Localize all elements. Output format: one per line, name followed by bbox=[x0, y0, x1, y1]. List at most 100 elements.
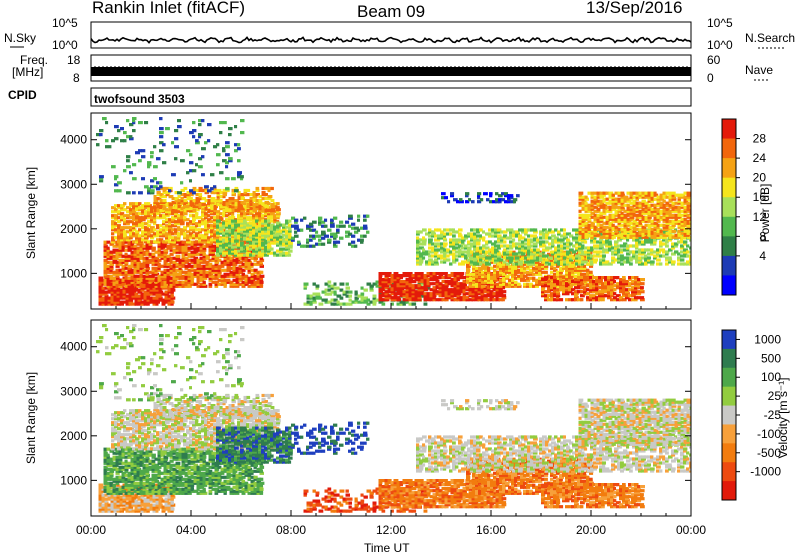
heatmap-cell bbox=[229, 280, 234, 284]
heatmap-cell bbox=[592, 288, 597, 292]
heatmap-cell bbox=[491, 246, 496, 250]
heatmap-cell bbox=[128, 294, 134, 298]
heatmap-cell bbox=[523, 274, 528, 278]
heatmap-cell bbox=[469, 254, 473, 258]
heatmap-cell bbox=[631, 294, 636, 298]
heatmap-cell bbox=[526, 264, 530, 268]
heatmap-cell bbox=[360, 296, 366, 300]
heatmap-cell bbox=[431, 232, 436, 236]
heatmap-cell bbox=[625, 284, 629, 288]
heatmap-cell bbox=[115, 248, 121, 252]
heatmap-cell bbox=[150, 208, 153, 212]
heatmap-cell bbox=[453, 286, 458, 290]
heatmap-cell bbox=[231, 233, 235, 237]
heatmap-cell bbox=[420, 294, 426, 298]
heatmap-cell bbox=[231, 237, 235, 241]
heatmap-cell bbox=[154, 280, 160, 284]
heatmap-cell bbox=[249, 243, 254, 247]
heatmap-cell bbox=[165, 236, 170, 240]
heatmap-cell bbox=[273, 235, 277, 239]
heatmap-cell bbox=[246, 218, 250, 222]
heatmap-cell bbox=[132, 224, 136, 228]
heatmap-cell bbox=[372, 302, 377, 306]
heatmap-cell bbox=[145, 276, 150, 280]
heatmap-cell bbox=[583, 292, 588, 296]
heatmap-cell bbox=[393, 288, 397, 292]
heatmap-cell bbox=[187, 282, 192, 286]
heatmap-cell bbox=[483, 294, 488, 298]
heatmap-cell bbox=[535, 264, 540, 268]
heatmap-cell bbox=[174, 214, 179, 218]
heatmap-cell bbox=[189, 193, 194, 197]
heatmap-cell bbox=[132, 226, 136, 230]
heatmap-cell bbox=[252, 203, 256, 207]
heatmap-cell bbox=[469, 276, 473, 280]
heatmap-cell bbox=[150, 228, 154, 232]
heatmap-cell bbox=[172, 278, 178, 282]
heatmap-cell bbox=[470, 236, 474, 240]
heatmap-cell bbox=[583, 268, 588, 272]
heatmap-cell bbox=[514, 272, 518, 276]
heatmap-cell bbox=[480, 292, 485, 296]
heatmap-cell bbox=[175, 240, 180, 244]
heatmap-cell bbox=[414, 298, 418, 302]
heatmap-cell bbox=[473, 240, 478, 244]
heatmap-cell bbox=[408, 288, 412, 292]
heatmap-cell bbox=[565, 284, 570, 288]
heatmap-cell bbox=[198, 205, 203, 209]
heatmap-cell bbox=[258, 209, 264, 213]
heatmap-cell bbox=[181, 246, 186, 250]
heatmap-cell bbox=[195, 228, 200, 232]
heatmap-cell bbox=[511, 276, 515, 280]
heatmap-cell bbox=[486, 292, 492, 296]
heatmap-cell bbox=[148, 282, 153, 286]
heatmap-cell bbox=[605, 240, 609, 244]
heatmap-cell bbox=[494, 254, 499, 258]
heatmap-cell bbox=[559, 268, 564, 272]
heatmap-cell bbox=[512, 234, 516, 238]
heatmap-cell bbox=[171, 220, 176, 224]
heatmap-cell bbox=[568, 268, 573, 272]
heatmap-cell bbox=[238, 268, 243, 272]
heatmap-cell bbox=[417, 280, 422, 284]
nave-right-tick-bottom: 0 bbox=[707, 71, 714, 85]
heatmap-cell bbox=[583, 258, 587, 262]
heatmap-cell bbox=[479, 258, 483, 262]
heatmap-cell bbox=[509, 232, 513, 236]
heatmap-cell bbox=[216, 253, 221, 257]
freq-band bbox=[91, 67, 691, 76]
heatmap-cell bbox=[204, 199, 208, 203]
heatmap-cell bbox=[452, 254, 456, 258]
heatmap-cell bbox=[184, 278, 190, 282]
heatmap-cell bbox=[571, 270, 576, 274]
heatmap-cell bbox=[219, 195, 224, 199]
heatmap-cell bbox=[198, 216, 203, 220]
heatmap-cell bbox=[114, 236, 118, 240]
heatmap-cell bbox=[396, 278, 401, 282]
heatmap-cell bbox=[508, 270, 512, 274]
heatmap-cell bbox=[565, 286, 570, 290]
heatmap-cell bbox=[103, 240, 108, 244]
heatmap-cell bbox=[259, 256, 264, 260]
heatmap-cell bbox=[602, 254, 606, 258]
heatmap-cell bbox=[390, 278, 395, 282]
heatmap-cell bbox=[562, 286, 566, 290]
heatmap-cell bbox=[428, 246, 433, 250]
heatmap-cell bbox=[496, 282, 501, 286]
heatmap-cell bbox=[497, 240, 502, 244]
heatmap-cell bbox=[473, 256, 477, 260]
heatmap-cell bbox=[550, 296, 554, 300]
heatmap-cell bbox=[569, 258, 574, 262]
heatmap-cell bbox=[204, 188, 209, 193]
heatmap-cell bbox=[610, 290, 615, 294]
heatmap-cell bbox=[220, 278, 226, 282]
heatmap-cell bbox=[145, 246, 150, 250]
heatmap-cell bbox=[554, 250, 559, 254]
heatmap-cell bbox=[169, 242, 173, 246]
heatmap-cell bbox=[422, 238, 427, 242]
heatmap-cell bbox=[146, 292, 151, 296]
heatmap-cell bbox=[505, 258, 510, 262]
heatmap-cell bbox=[252, 195, 258, 199]
heatmap-cell bbox=[178, 260, 183, 264]
heatmap-cell bbox=[267, 233, 272, 237]
